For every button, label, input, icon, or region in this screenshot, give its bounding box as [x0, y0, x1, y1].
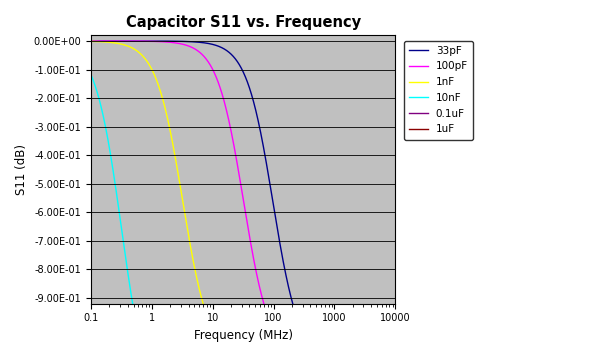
1nF — [202, 310, 209, 315]
33pF — [140, 39, 147, 43]
Line: 100pF: 100pF — [91, 41, 392, 312]
10nF — [203, 310, 210, 315]
1nF — [350, 310, 358, 315]
10nF — [130, 310, 137, 315]
X-axis label: Frequency (MHz): Frequency (MHz) — [194, 329, 293, 342]
1nF — [140, 55, 147, 59]
33pF — [350, 310, 358, 315]
1uF — [350, 310, 358, 315]
10nF — [140, 310, 147, 315]
100pF — [203, 57, 210, 62]
100pF — [389, 310, 396, 315]
10nF — [383, 310, 390, 315]
33pF — [383, 310, 390, 315]
33pF — [122, 39, 129, 43]
Line: 33pF: 33pF — [91, 41, 392, 312]
33pF — [87, 39, 94, 43]
Legend: 33pF, 100pF, 1nF, 10nF, 0.1uF, 1uF: 33pF, 100pF, 1nF, 10nF, 0.1uF, 1uF — [404, 41, 473, 140]
Line: 1nF: 1nF — [91, 41, 392, 312]
33pF — [203, 41, 210, 45]
100pF — [350, 310, 358, 315]
0.1uF — [203, 310, 210, 315]
1uF — [140, 310, 147, 315]
1uF — [87, 310, 94, 315]
1uF — [216, 310, 223, 315]
100pF — [87, 39, 94, 43]
100pF — [263, 310, 270, 315]
1nF — [203, 310, 210, 315]
0.1uF — [389, 310, 396, 315]
Y-axis label: S11 (dB): S11 (dB) — [15, 144, 28, 195]
10nF — [350, 310, 358, 315]
10nF — [87, 73, 94, 77]
100pF — [140, 39, 147, 43]
1uF — [203, 310, 210, 315]
100pF — [216, 84, 223, 89]
1nF — [122, 43, 129, 47]
100pF — [122, 39, 129, 43]
33pF — [216, 45, 223, 49]
1nF — [87, 39, 94, 44]
1nF — [217, 310, 224, 315]
0.1uF — [122, 310, 129, 315]
1uF — [122, 310, 129, 315]
Title: Capacitor S11 vs. Frequency: Capacitor S11 vs. Frequency — [126, 15, 360, 30]
1uF — [383, 310, 390, 315]
10nF — [389, 310, 396, 315]
Line: 10nF: 10nF — [91, 75, 392, 312]
10nF — [217, 310, 224, 315]
0.1uF — [383, 310, 390, 315]
0.1uF — [87, 310, 94, 315]
1nF — [383, 310, 390, 315]
33pF — [389, 307, 396, 311]
33pF — [292, 310, 299, 315]
0.1uF — [216, 310, 223, 315]
10nF — [122, 254, 129, 258]
1nF — [389, 310, 396, 315]
1uF — [389, 310, 396, 315]
0.1uF — [140, 310, 147, 315]
100pF — [383, 310, 390, 315]
0.1uF — [350, 310, 358, 315]
